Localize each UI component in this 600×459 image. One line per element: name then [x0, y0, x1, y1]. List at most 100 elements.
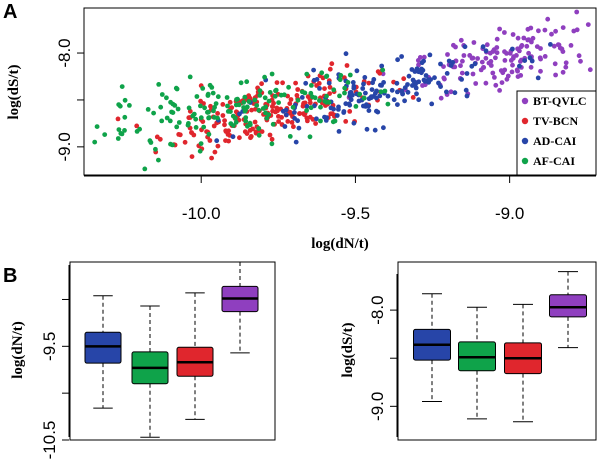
point-ad-cai	[361, 103, 366, 109]
y-tick-label: -8.0	[55, 38, 74, 67]
point-ad-cai	[438, 84, 443, 89]
point-tv-bcn	[307, 100, 313, 106]
boxplot-ds: log(dS/t) -9.0 -8.0	[340, 261, 597, 441]
legend-marker-bt-qvlc	[521, 97, 529, 105]
point-bt-qvlc	[459, 70, 465, 76]
point-bt-qvlc	[502, 30, 507, 35]
point-bt-qvlc	[578, 58, 583, 64]
point-bt-qvlc	[519, 43, 525, 48]
point-af-cai	[186, 105, 192, 111]
point-af-cai	[164, 95, 169, 101]
point-bt-qvlc	[521, 35, 527, 41]
point-af-cai	[193, 116, 199, 122]
point-af-cai	[241, 100, 247, 105]
point-ad-cai	[317, 86, 322, 91]
point-af-cai	[337, 93, 342, 99]
point-ad-cai	[296, 125, 302, 131]
point-bt-qvlc	[502, 49, 507, 55]
point-ad-cai	[402, 98, 407, 104]
point-bt-qvlc	[484, 42, 490, 48]
point-ad-cai	[379, 63, 385, 69]
point-af-cai	[244, 79, 250, 85]
point-tv-bcn	[329, 111, 335, 116]
point-tv-bcn	[401, 76, 407, 82]
x-axis-title: log(dN/t)	[311, 236, 369, 252]
point-af-cai	[116, 102, 122, 107]
point-ad-cai	[351, 120, 357, 126]
point-ad-cai	[522, 58, 528, 63]
legend: BT-QVLC TV-BCN AD-CAI AF-CAI	[516, 90, 597, 176]
point-ad-cai	[331, 106, 336, 112]
point-ad-cai	[436, 80, 441, 86]
point-af-cai	[115, 136, 121, 141]
point-af-cai	[197, 148, 203, 154]
point-ad-cai	[414, 66, 420, 72]
point-bt-qvlc	[493, 82, 499, 88]
point-bt-qvlc	[473, 81, 479, 86]
point-af-cai	[170, 142, 175, 148]
point-ad-cai	[426, 79, 432, 85]
point-af-cai	[270, 121, 276, 127]
point-ad-cai	[381, 125, 386, 131]
point-af-cai	[287, 134, 293, 139]
point-ad-cai	[427, 52, 433, 58]
point-bt-qvlc	[502, 67, 508, 73]
point-tv-bcn	[249, 107, 255, 113]
point-bt-qvlc	[528, 64, 534, 70]
point-bt-qvlc	[483, 80, 489, 86]
point-af-cai	[345, 80, 351, 85]
point-af-cai	[122, 114, 128, 120]
point-tv-bcn	[273, 109, 278, 115]
point-ad-cai	[292, 110, 297, 115]
point-af-cai	[242, 94, 248, 100]
point-af-cai	[304, 108, 309, 113]
point-bt-qvlc	[475, 56, 480, 61]
point-af-cai	[264, 115, 270, 121]
point-af-cai	[307, 134, 313, 140]
point-ad-cai	[374, 108, 379, 114]
point-tv-bcn	[279, 115, 284, 120]
point-af-cai	[206, 109, 211, 115]
point-af-cai	[186, 121, 191, 126]
point-ad-cai	[336, 107, 341, 112]
point-tv-bcn	[344, 63, 350, 68]
point-bt-qvlc	[416, 62, 421, 68]
point-tv-bcn	[267, 132, 273, 138]
point-bt-qvlc	[574, 27, 580, 33]
point-af-cai	[263, 110, 268, 116]
point-af-cai	[159, 92, 165, 97]
point-ad-cai	[293, 139, 299, 145]
point-tv-bcn	[186, 115, 192, 121]
point-bt-qvlc	[479, 59, 485, 65]
legend-marker-af-cai	[521, 157, 529, 165]
legend-box	[516, 90, 597, 176]
point-af-cai	[212, 115, 217, 120]
point-ad-cai	[284, 112, 289, 118]
point-af-cai	[357, 91, 363, 97]
point-bt-qvlc	[538, 68, 543, 74]
point-tv-bcn	[222, 118, 228, 123]
point-tv-bcn	[293, 80, 298, 86]
point-tv-bcn	[288, 97, 294, 102]
point-tv-bcn	[276, 119, 281, 124]
point-tv-bcn	[200, 119, 206, 124]
legend-label-tv-bcn: TV-BCN	[533, 114, 578, 128]
point-tv-bcn	[237, 135, 242, 141]
point-bt-qvlc	[494, 36, 500, 42]
point-af-cai	[233, 119, 239, 125]
point-ad-cai	[369, 87, 375, 92]
point-af-cai	[262, 95, 268, 101]
point-tv-bcn	[291, 124, 296, 130]
point-bt-qvlc	[560, 25, 566, 30]
point-bt-qvlc	[545, 16, 551, 22]
point-af-cai	[308, 105, 314, 111]
point-bt-qvlc	[553, 72, 558, 78]
point-bt-qvlc	[486, 60, 492, 66]
boxplot-dn: log(dN/t) -10.5 -9.5	[10, 261, 276, 459]
point-af-cai	[164, 115, 170, 121]
point-tv-bcn	[134, 123, 140, 129]
point-af-cai	[269, 71, 275, 77]
point-af-cai	[322, 98, 328, 104]
point-tv-bcn	[247, 127, 253, 133]
